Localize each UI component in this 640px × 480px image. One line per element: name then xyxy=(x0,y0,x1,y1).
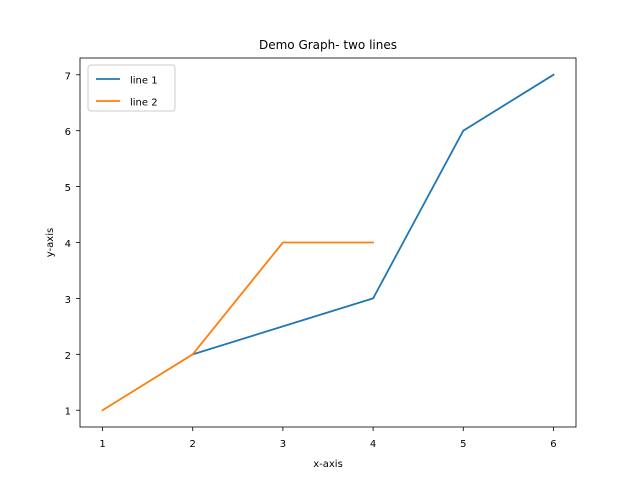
legend: line 1 line 2 xyxy=(87,64,176,112)
x-tick-label: 1 xyxy=(99,439,105,450)
series-line-2 xyxy=(101,241,374,412)
series-line-1 xyxy=(191,73,555,356)
y-tick-label: 2 xyxy=(65,351,71,362)
legend-label: line 2 xyxy=(130,98,158,109)
y-tick-label: 4 xyxy=(65,239,71,250)
y-tick-label: 3 xyxy=(65,295,71,306)
legend-box xyxy=(87,64,176,112)
x-tick-label: 3 xyxy=(280,439,286,450)
y-tick-label: 7 xyxy=(65,71,71,82)
legend-label: line 1 xyxy=(130,76,158,87)
y-axis-ticks: 1 2 3 4 5 6 7 xyxy=(65,71,80,418)
x-tick-label: 5 xyxy=(460,439,466,450)
x-tick-label: 6 xyxy=(550,439,556,450)
y-axis-label: y-axis xyxy=(45,228,56,257)
y-tick-label: 1 xyxy=(65,407,71,418)
x-axis-ticks: 1 2 3 4 5 6 xyxy=(99,427,557,450)
axes-frame xyxy=(79,57,577,428)
y-tick-label: 5 xyxy=(65,183,71,194)
x-tick-label: 2 xyxy=(190,439,196,450)
x-axis-label: x-axis xyxy=(313,459,343,470)
y-tick-label: 6 xyxy=(65,127,71,138)
chart-title: Demo Graph- two lines xyxy=(259,38,397,52)
x-tick-label: 4 xyxy=(370,439,376,450)
series-layer xyxy=(101,73,555,412)
